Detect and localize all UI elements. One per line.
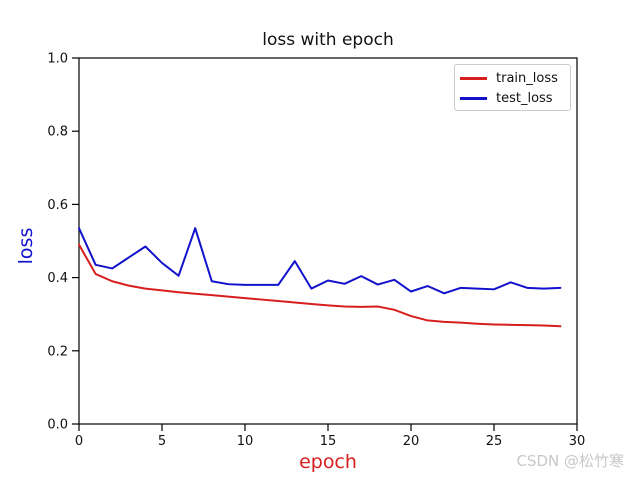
x-tick-label: 25 xyxy=(486,434,503,449)
y-tick-label: 0.8 xyxy=(47,125,68,140)
y-tick-label: 0.6 xyxy=(47,198,68,213)
x-tick-label: 0 xyxy=(75,434,83,449)
legend-item-train-loss: train_loss xyxy=(455,68,570,88)
y-tick-label: 0.4 xyxy=(47,271,68,286)
x-tick-label: 5 xyxy=(158,434,166,449)
y-tick-label: 0.0 xyxy=(47,418,68,433)
legend-label-train-loss: train_loss xyxy=(496,70,558,86)
train_loss-line xyxy=(78,243,562,328)
legend-label-test-loss: test_loss xyxy=(496,90,553,106)
legend: train_loss test_loss xyxy=(454,64,571,111)
x-tick-label: 15 xyxy=(320,434,337,449)
chart-title: loss with epoch xyxy=(262,30,394,50)
train-loss-line-swatch xyxy=(460,76,487,80)
legend-item-test-loss: test_loss xyxy=(455,88,570,108)
x-tick-label: 10 xyxy=(237,434,254,449)
y-tick-label: 0.2 xyxy=(47,344,68,359)
plot-frame xyxy=(78,57,578,425)
y-tick-label: 1.0 xyxy=(47,52,68,67)
x-axis-label: epoch xyxy=(299,451,357,473)
x-tick-label: 30 xyxy=(569,434,586,449)
test_loss-line xyxy=(78,227,562,295)
y-axis-label: loss xyxy=(15,227,37,265)
test-loss-line-swatch xyxy=(460,96,487,100)
watermark: CSDN @松竹寒 xyxy=(516,452,624,470)
x-tick-label: 20 xyxy=(403,434,420,449)
